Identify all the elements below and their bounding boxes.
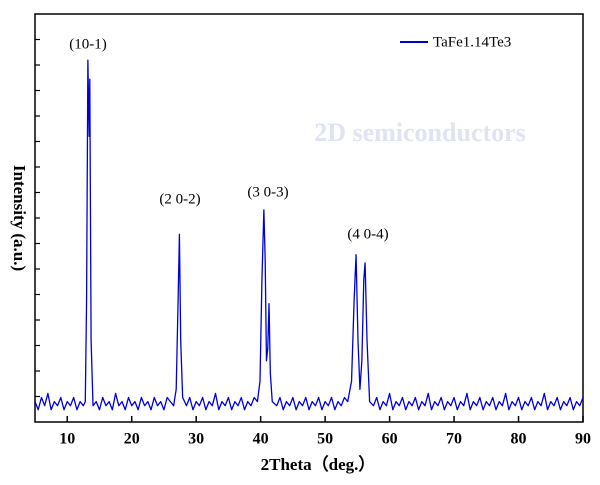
x-tick-label: 60: [382, 431, 398, 448]
x-tick-label: 70: [446, 431, 462, 448]
legend-label: TaFe1.14Te3: [433, 34, 511, 50]
x-axis-label: 2Theta（deg.）: [261, 454, 376, 474]
x-tick-label: 80: [511, 431, 527, 448]
x-tick-label: 40: [253, 431, 269, 448]
y-axis-label: Intensity (a.u.): [10, 165, 29, 271]
x-tick-label: 20: [124, 431, 140, 448]
x-tick-label: 10: [59, 431, 75, 448]
peak-label: (4 0-4): [347, 226, 388, 242]
peak-label: (3 0-3): [247, 184, 288, 200]
x-tick-label: 30: [188, 431, 204, 448]
peak-label: (2 0-2): [159, 191, 200, 207]
series-line: [34, 59, 584, 411]
x-tick-label: 50: [317, 431, 333, 448]
watermark: 2D semiconductors: [314, 118, 526, 147]
x-tick-label: 90: [575, 431, 591, 448]
plot-frame: [34, 13, 584, 423]
peak-label: (10-1): [69, 36, 107, 52]
